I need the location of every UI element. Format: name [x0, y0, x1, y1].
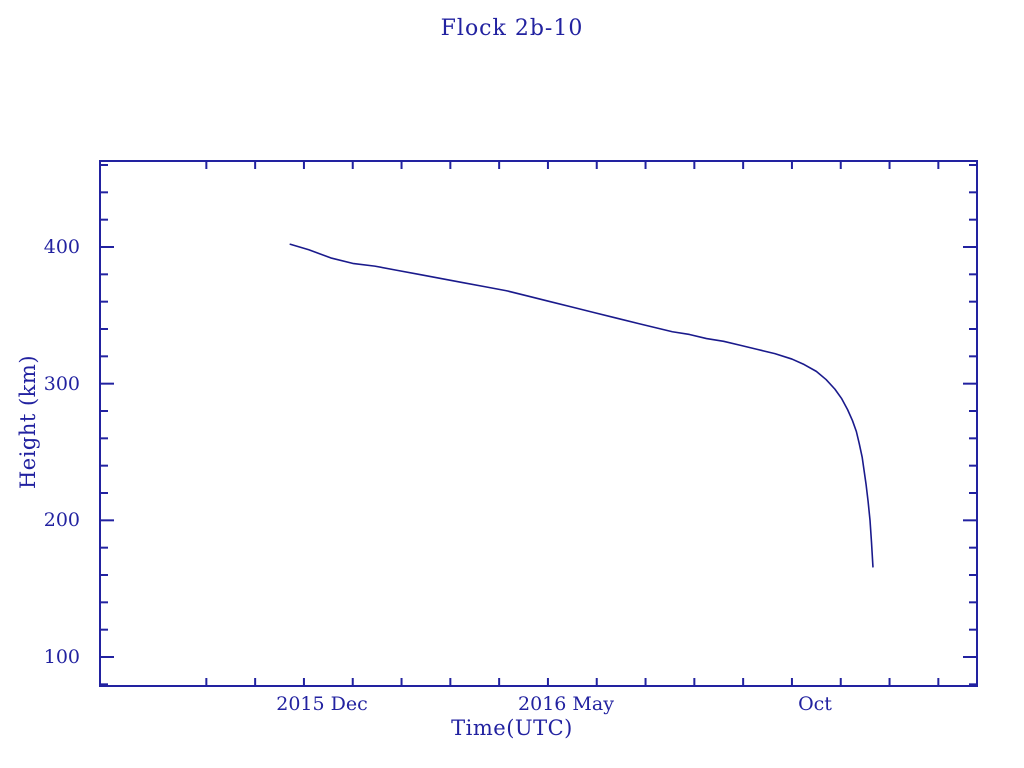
x-tick-label-oct: Oct — [798, 693, 832, 715]
plot-frame — [99, 160, 978, 687]
y-tick-label-100: 100 — [43, 646, 80, 668]
y-tick-label-300: 300 — [43, 373, 80, 395]
x-tick-label-2016-may: 2016 May — [518, 693, 614, 715]
axis-ticks — [100, 161, 977, 686]
x-axis-title: Time(UTC) — [451, 716, 573, 740]
x-tick-label-2015-dec: 2015 Dec — [276, 693, 368, 715]
y-tick-label-400: 400 — [43, 236, 80, 258]
y-tick-label-200: 200 — [43, 509, 80, 531]
data-series-line — [289, 243, 874, 568]
chart-title: Flock 2b-10 — [440, 16, 584, 41]
